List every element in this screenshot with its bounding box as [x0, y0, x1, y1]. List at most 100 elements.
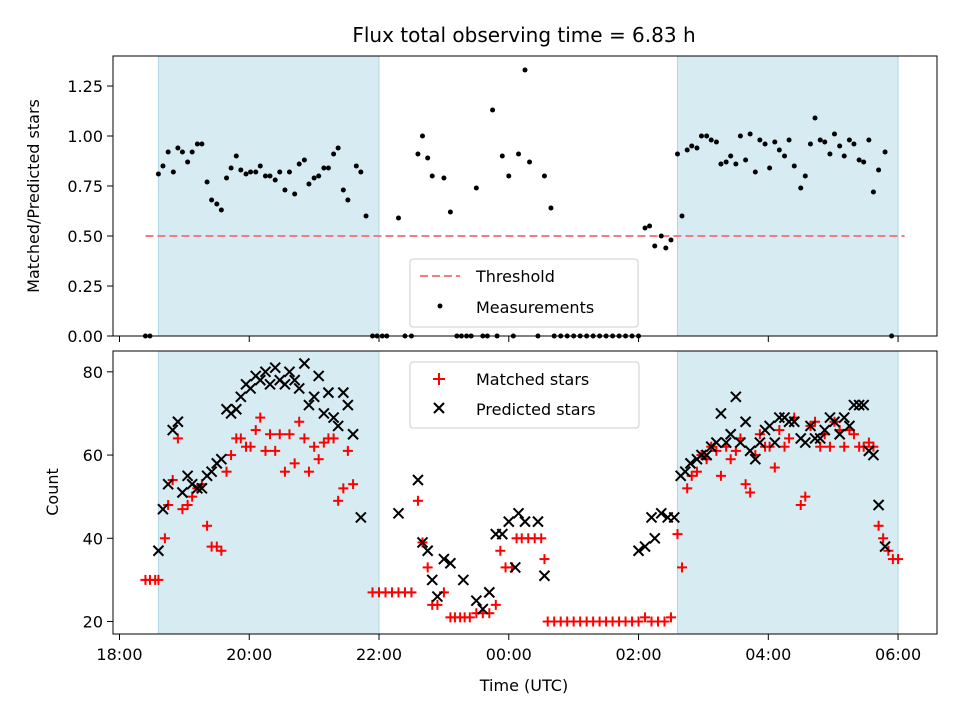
- matched-star-point: [659, 616, 670, 627]
- measurement-point: [331, 151, 337, 157]
- predicted-star-point: [426, 574, 438, 586]
- matched-star-point: [235, 433, 246, 444]
- matched-star-point: [795, 499, 806, 510]
- measurement-point: [776, 147, 782, 153]
- top-legend-box: [409, 258, 639, 328]
- measurement-point: [185, 159, 191, 165]
- bottom-y-ticks: 20 40 60 80: [83, 363, 113, 632]
- predicted-star-point: [215, 453, 228, 465]
- predicted-stars-points: [152, 357, 891, 615]
- measurement-point: [694, 145, 700, 151]
- predicted-star-point: [715, 407, 727, 420]
- matched-star-point: [774, 425, 785, 436]
- matched-star-point: [464, 612, 475, 623]
- measurement-point: [170, 169, 176, 175]
- measurement-point: [704, 133, 710, 139]
- predicted-star-point: [254, 374, 266, 386]
- matched-star-point: [839, 441, 850, 452]
- measurement-point: [663, 245, 669, 251]
- x-tick-label: 20:00: [226, 645, 272, 664]
- matched-star-point: [313, 454, 324, 465]
- top-x-ticks: [118, 336, 899, 342]
- predicted-star-point: [710, 436, 723, 449]
- measurement-point: [296, 161, 302, 167]
- measurement-point: [870, 189, 876, 195]
- measurement-point: [713, 139, 719, 145]
- measurement-point: [316, 173, 322, 179]
- measurement-point: [286, 169, 292, 175]
- measurement-point: [728, 153, 734, 159]
- predicted-star-point: [773, 411, 786, 424]
- top-shaded-span: [676, 55, 899, 337]
- matched-star-point: [665, 612, 676, 623]
- matched-star-point: [893, 554, 904, 565]
- matched-star-point: [878, 533, 889, 544]
- measurement-point: [228, 165, 234, 171]
- bottom-panel: 20 40 60 80 18:00 20:00 22:00 00:00 02:00 04:00 0…: [43, 350, 938, 695]
- predicted-star-point: [754, 436, 766, 449]
- measurement-point: [798, 185, 804, 191]
- measurement-point: [473, 185, 479, 191]
- measurement-point: [262, 173, 268, 179]
- matched-star-point: [745, 487, 756, 498]
- predicted-star-point: [639, 540, 651, 553]
- top-shaded-spans: [157, 55, 899, 337]
- measurement-point: [218, 207, 224, 213]
- matched-star-point: [490, 599, 501, 610]
- measurement-point: [827, 151, 833, 157]
- measurement-point: [209, 197, 215, 203]
- top-y-ticks: 0.00 0.25 0.50 0.75 1.00 1.25: [67, 77, 113, 346]
- bottom-shaded-span: [676, 350, 899, 635]
- predicted-star-point: [438, 553, 450, 565]
- measurement-point: [698, 133, 704, 139]
- matched-star-point: [740, 479, 751, 490]
- predicted-star-point: [538, 570, 551, 582]
- predicted-star-point: [724, 428, 737, 440]
- predicted-star-point: [269, 361, 281, 374]
- measurement-point: [747, 131, 753, 137]
- top-y-tick-label: 0.50: [67, 227, 103, 246]
- measurement-point: [541, 173, 547, 179]
- bottom-axes-frame: [112, 350, 938, 635]
- predicted-star-point: [519, 515, 531, 528]
- predicted-star-point: [763, 420, 776, 432]
- measurement-point: [647, 223, 653, 229]
- predicted-star-point: [496, 528, 508, 540]
- matched-star-point: [800, 491, 811, 502]
- matched-star-point: [303, 466, 314, 477]
- predicted-star-point: [503, 515, 515, 528]
- measurement-point: [841, 153, 847, 159]
- measurement-point: [306, 181, 312, 187]
- measurements-legend-label: Measurements: [476, 298, 594, 317]
- chart-title: Flux total observing time = 6.83 h: [352, 23, 695, 47]
- predicted-star-point: [327, 411, 340, 424]
- matched-star-point: [633, 616, 644, 627]
- matched-star-point: [715, 470, 726, 481]
- predicted-star-point: [833, 428, 846, 440]
- measurement-point: [522, 67, 528, 73]
- x-tick-label: 22:00: [356, 645, 402, 664]
- matched-star-point: [245, 441, 256, 452]
- matched-star-point: [328, 433, 339, 444]
- measurement-point: [179, 149, 185, 155]
- matched-star-point: [289, 458, 300, 469]
- matched-star-point: [536, 533, 547, 544]
- measurement-point: [802, 173, 808, 179]
- measurement-point: [861, 159, 867, 165]
- predicted-star-point: [684, 457, 697, 470]
- predicted-star-point: [157, 503, 169, 515]
- measurement-point: [674, 151, 680, 157]
- x-tick-label: 00:00: [486, 645, 532, 664]
- predicted-star-point: [645, 511, 658, 524]
- predicted-star-point: [853, 399, 865, 411]
- measurement-point: [282, 187, 288, 193]
- measurement-point: [817, 137, 823, 143]
- predicted-star-point: [509, 561, 521, 574]
- matched-star-point: [294, 416, 305, 427]
- measurement-point: [733, 161, 739, 167]
- measurement-point: [516, 151, 522, 157]
- measurement-point: [791, 163, 797, 169]
- matched-star-point: [672, 529, 683, 540]
- measurement-point: [353, 163, 359, 169]
